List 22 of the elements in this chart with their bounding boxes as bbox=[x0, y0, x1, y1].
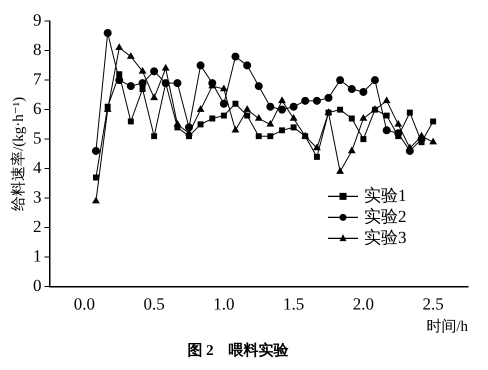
y-tick-label: 6 bbox=[33, 99, 42, 118]
x-tick-label: 0.0 bbox=[74, 294, 95, 314]
legend-label: 实验2 bbox=[364, 206, 406, 226]
y-tick-label: 8 bbox=[33, 40, 42, 60]
y-tick-label: 3 bbox=[33, 188, 42, 207]
text: 图 2 喂料实验 bbox=[187, 340, 290, 359]
y-tick-label: 7 bbox=[33, 70, 42, 89]
y-axis-title: 给料速率/(kg·h⁻¹) bbox=[10, 96, 27, 211]
legend-label: 实验3 bbox=[364, 228, 406, 247]
legend-label: 实验1 bbox=[364, 186, 406, 205]
x-tick-label: 1.5 bbox=[283, 294, 304, 314]
y-tick-label: 2 bbox=[33, 217, 42, 236]
x-tick-label: 2.5 bbox=[422, 294, 444, 314]
x-tick-label: 2.0 bbox=[352, 294, 374, 314]
y-tick-label: 9 bbox=[33, 10, 42, 30]
y-tick-label: 4 bbox=[33, 158, 42, 178]
x-tick-label: 1.0 bbox=[213, 294, 234, 314]
y-tick-label: 1 bbox=[33, 246, 42, 266]
y-tick-label: 5 bbox=[33, 128, 42, 148]
x-axis-title: 时间/h bbox=[426, 318, 468, 335]
y-tick-label: 0 bbox=[33, 276, 42, 296]
x-tick-label: 0.5 bbox=[144, 294, 165, 314]
